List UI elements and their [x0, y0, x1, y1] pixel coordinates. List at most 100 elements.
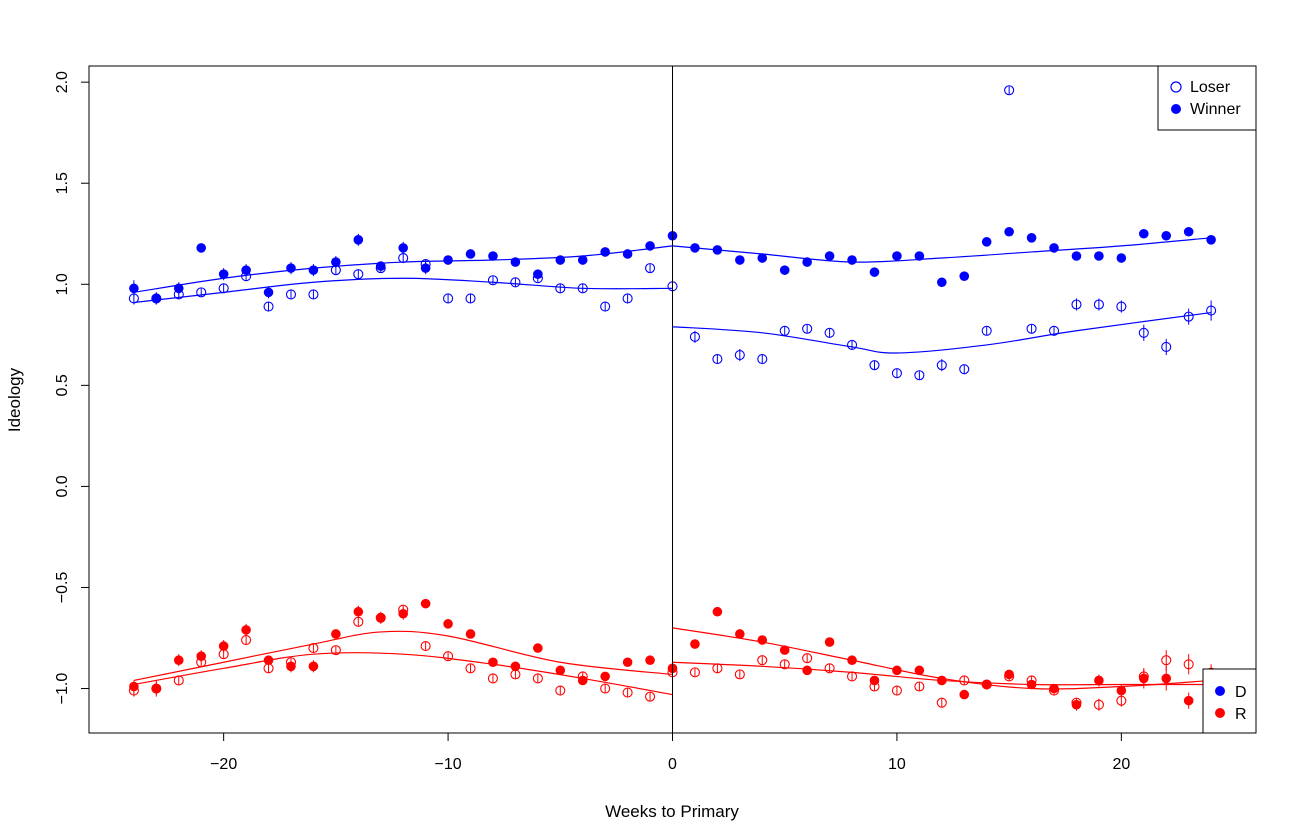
- point-d-loser: [1116, 301, 1127, 312]
- point-d-winner: [1094, 251, 1104, 261]
- legend-loser-marker: [1170, 81, 1182, 93]
- point-d-winner: [1004, 226, 1014, 237]
- legend-d-marker: [1215, 686, 1225, 696]
- point-d-loser: [577, 283, 588, 294]
- point-r-loser: [532, 673, 543, 684]
- x-tick-label: −10: [435, 756, 462, 773]
- point-d-winner: [1116, 253, 1127, 263]
- point-r-loser: [173, 675, 184, 686]
- point-r-loser: [1116, 695, 1127, 706]
- point-r-loser: [1161, 655, 1172, 666]
- legend-status-box: [1157, 65, 1257, 131]
- point-d-loser: [869, 360, 880, 371]
- legend-d-label: D: [1235, 684, 1247, 701]
- point-d-winner: [959, 271, 970, 282]
- point-r-loser: [1026, 675, 1037, 686]
- point-d-loser: [779, 325, 790, 336]
- point-r-loser: [869, 681, 880, 692]
- point-r-winner: [847, 655, 857, 666]
- point-r-loser: [443, 651, 454, 662]
- x-tick-label: −20: [210, 756, 237, 773]
- point-d-loser: [398, 252, 409, 264]
- point-d-winner: [1161, 230, 1172, 241]
- point-d-winner: [443, 255, 453, 265]
- point-d-winner: [331, 257, 341, 267]
- point-r-winner: [173, 655, 184, 666]
- point-r-winner: [735, 629, 745, 639]
- point-d-loser: [1206, 305, 1217, 316]
- point-d-loser: [487, 275, 499, 286]
- point-d-loser: [981, 325, 992, 336]
- point-d-loser: [1026, 323, 1037, 334]
- point-d-winner: [847, 255, 857, 265]
- point-r-loser: [128, 685, 139, 696]
- point-d-winner: [981, 237, 992, 247]
- point-r-loser: [1093, 699, 1104, 710]
- point-r-loser: [398, 604, 409, 615]
- point-d-loser: [555, 283, 566, 294]
- point-r-winner: [645, 655, 655, 666]
- point-r-winner: [420, 598, 431, 609]
- point-d-winner: [802, 257, 812, 267]
- point-r-winner: [914, 665, 925, 676]
- point-r-winner: [510, 661, 521, 672]
- point-r-winner: [1161, 673, 1172, 684]
- y-tick-label: 2.0: [54, 71, 71, 93]
- point-d-loser: [465, 293, 476, 304]
- point-d-loser: [443, 293, 454, 304]
- point-r-winner: [488, 657, 498, 668]
- point-r-loser: [712, 663, 723, 674]
- point-d-winner: [1026, 233, 1037, 243]
- point-r-loser: [577, 671, 588, 682]
- point-r-loser: [846, 671, 858, 682]
- point-d-winner: [555, 255, 566, 265]
- legend-party: D R: [1202, 668, 1257, 734]
- point-d-winner: [1138, 228, 1149, 239]
- point-d-winner: [779, 265, 790, 275]
- point-d-loser: [959, 364, 970, 375]
- point-d-winner: [892, 251, 902, 261]
- y-tick-label: 1.5: [54, 172, 71, 194]
- point-d-winner: [824, 251, 835, 261]
- point-r-winner: [308, 661, 319, 672]
- point-d-winner: [398, 243, 408, 253]
- point-d-loser: [263, 301, 274, 312]
- legend-winner-marker: [1171, 104, 1181, 114]
- point-r-loser: [555, 685, 566, 696]
- fit-line-d-winner-post: [672, 237, 1212, 263]
- point-r-winner: [892, 665, 902, 676]
- point-d-loser: [645, 263, 656, 274]
- point-d-loser: [1161, 341, 1172, 352]
- fit-line-d-loser-pre: [133, 277, 673, 304]
- point-r-loser: [353, 616, 364, 627]
- point-d-loser: [689, 331, 700, 342]
- point-d-loser: [1093, 299, 1104, 310]
- point-d-winner: [1049, 243, 1059, 253]
- point-d-loser: [600, 301, 611, 312]
- point-d-loser: [285, 289, 297, 300]
- point-d-winner: [622, 249, 633, 259]
- point-r-winner: [757, 635, 768, 645]
- point-d-winner: [465, 249, 476, 259]
- y-tick-label: 0.5: [54, 374, 71, 396]
- point-d-loser: [1048, 325, 1060, 336]
- point-r-winner: [218, 641, 229, 651]
- point-d-winner: [263, 287, 274, 298]
- fit-line-r-loser-pre: [133, 652, 673, 696]
- point-r-loser: [487, 673, 499, 684]
- point-d-loser: [891, 368, 902, 379]
- point-r-winner: [1116, 685, 1127, 696]
- point-d-loser: [734, 349, 745, 361]
- point-r-winner: [690, 639, 700, 649]
- point-r-winner: [712, 606, 723, 617]
- point-d-loser: [375, 263, 386, 274]
- point-d-winner: [735, 255, 745, 265]
- point-r-loser: [622, 687, 633, 698]
- point-d-loser: [936, 360, 947, 371]
- legend-party-box: [1202, 668, 1257, 734]
- point-d-loser: [241, 271, 252, 282]
- point-d-winner: [1071, 251, 1082, 261]
- y-tick-label: 0.0: [54, 475, 71, 497]
- y-axis: −1.0 −0.5 0.0 0.5 1.0 1.5 2.0: [54, 71, 89, 704]
